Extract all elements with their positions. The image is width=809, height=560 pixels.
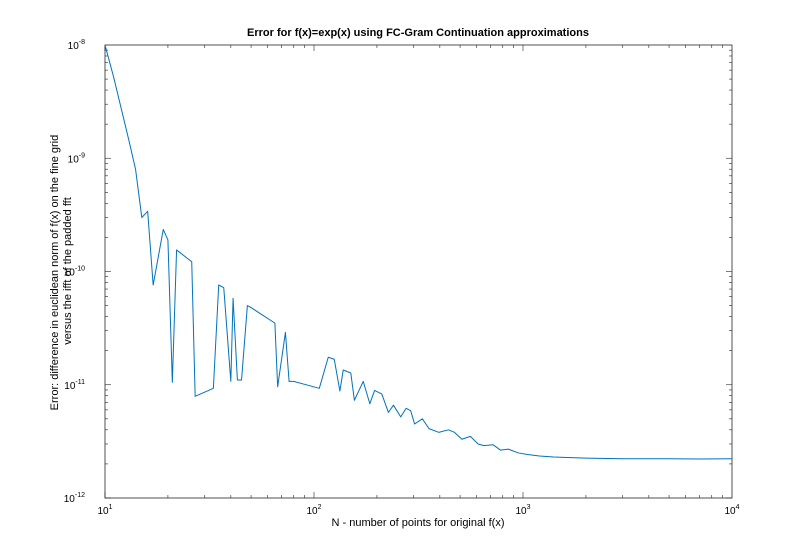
x-tick-label: 101 [97, 504, 112, 517]
x-axis-label: N - number of points for original f(x) [331, 517, 504, 529]
y-tick-label: 10-12 [64, 492, 85, 505]
x-tick-label: 102 [306, 504, 321, 517]
y-axis-label-line-2: versus the ifft of the padded fft [62, 197, 74, 345]
plot-area [104, 44, 733, 499]
y-axis: 10-8 10-9 10-10 10-11 10-12 [64, 39, 732, 505]
x-tick-label: 103 [515, 504, 530, 517]
y-tick-label: 10-8 [68, 39, 85, 52]
y-axis-label: Error: difference in euclidean norm of f… [49, 132, 74, 411]
y-tick-label: 10-11 [64, 379, 85, 392]
y-tick-label: 10-9 [68, 152, 85, 165]
y-tick-label: 10-10 [64, 266, 85, 279]
series-line [104, 44, 733, 460]
x-tick-label: 104 [724, 504, 739, 517]
y-axis-label-line-1: Error: difference in euclidean norm of f… [49, 135, 61, 411]
x-axis: 101 102 103 104 [97, 45, 740, 517]
chart-title: Error for f(x)=exp(x) using FC-Gram Cont… [247, 27, 589, 39]
